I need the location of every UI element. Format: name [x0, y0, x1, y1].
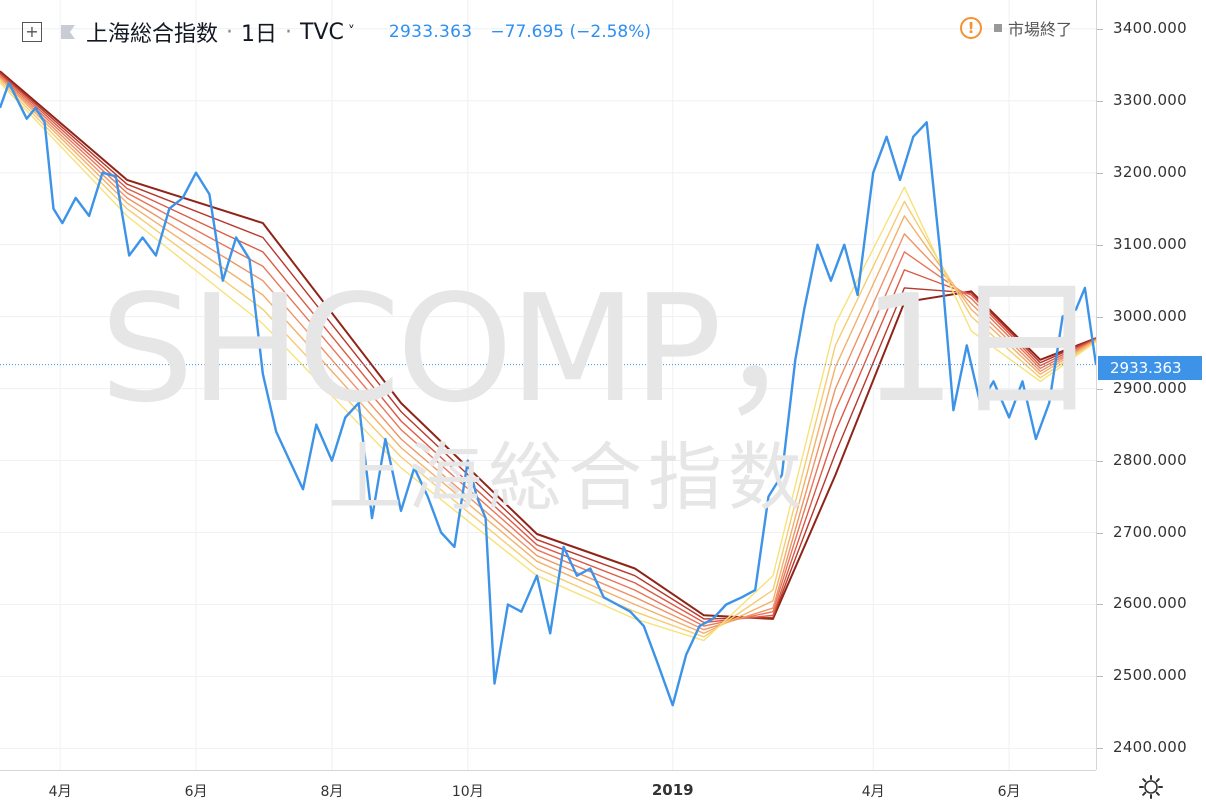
y-tick-mark: [1097, 748, 1103, 750]
ma-line-89: [0, 73, 1096, 624]
time-axis[interactable]: 4月 6月 8月 10月 2019 4月 6月: [0, 770, 1096, 807]
ma-line-144: [0, 72, 1096, 620]
y-tick-label: 3200.000: [1113, 162, 1187, 181]
y-tick-mark: [1097, 100, 1103, 102]
y-tick-mark: [1097, 676, 1103, 678]
interval-label[interactable]: 1日: [241, 22, 278, 47]
chart-header: + 上海総合指数 · 1日 · TVC ˅ 2933.363 −77.695 (…: [0, 14, 651, 50]
y-tick-label: 2800.000: [1113, 450, 1187, 469]
ma-line-55: [0, 75, 1096, 627]
plus-square-icon[interactable]: +: [22, 22, 42, 42]
ma-line-8: [0, 82, 1096, 642]
x-tick-label: 10月: [451, 784, 484, 800]
y-tick-label: 2600.000: [1113, 594, 1187, 613]
separator: ·: [226, 19, 234, 45]
y-tick-label: 2700.000: [1113, 522, 1187, 541]
ma-line-13: [0, 80, 1096, 638]
last-price-tag: 2933.363: [1098, 356, 1202, 380]
y-tick-mark: [1097, 316, 1103, 318]
market-status[interactable]: ! 市場終了: [960, 16, 1072, 40]
chevron-down-icon[interactable]: ˅: [347, 24, 355, 40]
price-line: [0, 81, 1096, 707]
last-price: 2933.363: [388, 22, 473, 42]
y-tick-mark: [1097, 460, 1103, 462]
x-tick-label: 4月: [48, 784, 72, 800]
symbol-title[interactable]: 上海総合指数: [86, 22, 219, 47]
y-tick-mark: [1097, 388, 1103, 390]
chart-plot-area[interactable]: SHCOMP，1日 上海総合指数: [0, 0, 1096, 770]
y-tick-mark: [1097, 172, 1103, 174]
x-tick-label: 4月: [861, 784, 885, 800]
price-change: −77.695 (−2.58%): [490, 22, 652, 42]
price-chart[interactable]: [0, 0, 1096, 770]
y-tick-label: 2400.000: [1113, 738, 1187, 757]
y-tick-mark: [1097, 244, 1103, 246]
status-dot-icon: [994, 24, 1002, 32]
x-tick-label: 8月: [320, 784, 344, 800]
y-tick-label: 3400.000: [1113, 18, 1187, 37]
ma-line-233: [0, 70, 1096, 620]
x-tick-label: 6月: [184, 784, 208, 800]
price-axis[interactable]: 2400.000 2500.000 2600.000 2700.000 2800.000…: [1096, 0, 1206, 770]
flag-icon[interactable]: [60, 24, 76, 40]
y-tick-mark: [1097, 532, 1103, 534]
x-tick-label: 2019: [651, 781, 694, 799]
y-tick-mark: [1097, 28, 1103, 30]
y-tick-label: 2500.000: [1113, 666, 1187, 685]
y-tick-label: 3000.000: [1113, 306, 1187, 325]
y-tick-label: 2900.000: [1113, 378, 1187, 397]
ma-line-21: [0, 77, 1096, 634]
separator: ·: [285, 19, 293, 45]
y-tick-mark: [1097, 604, 1103, 606]
source-label[interactable]: TVC: [300, 19, 344, 45]
gear-icon[interactable]: [1138, 774, 1164, 800]
y-tick-label: 3100.000: [1113, 234, 1187, 253]
x-tick-label: 6月: [997, 784, 1021, 800]
ma-line-34: [0, 76, 1096, 631]
market-status-label: 市場終了: [1008, 20, 1073, 39]
y-tick-label: 3300.000: [1113, 90, 1187, 109]
exclamation-circle-icon[interactable]: !: [960, 17, 982, 39]
